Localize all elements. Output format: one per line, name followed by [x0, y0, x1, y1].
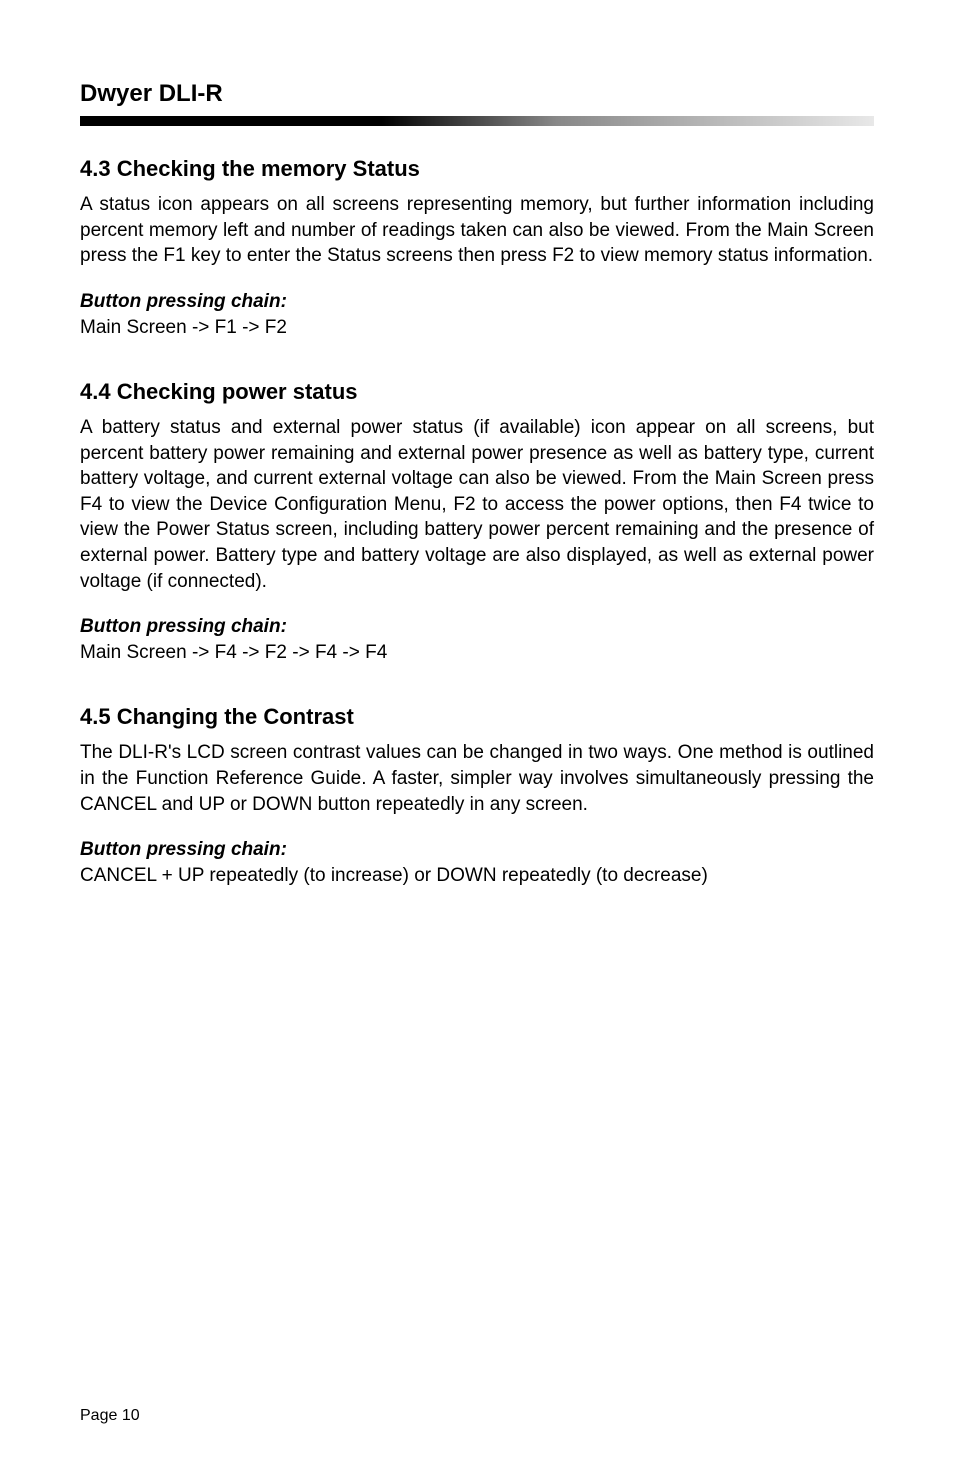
section-4-4: 4.4 Checking power status A battery stat… — [80, 379, 874, 664]
section-4-5: 4.5 Changing the Contrast The DLI-R's LC… — [80, 704, 874, 887]
chain-label: Button pressing chain: — [80, 839, 874, 861]
page-title: Dwyer DLI-R — [80, 80, 874, 108]
section-heading: 4.3 Checking the memory Status — [80, 156, 874, 182]
chain-label: Button pressing chain: — [80, 291, 874, 313]
section-body: A battery status and external power stat… — [80, 415, 874, 594]
chain-label: Button pressing chain: — [80, 616, 874, 638]
header-divider — [80, 116, 874, 126]
chain-text: Main Screen -> F4 -> F2 -> F4 -> F4 — [80, 642, 874, 664]
section-body: The DLI-R's LCD screen contrast values c… — [80, 740, 874, 817]
section-body: A status icon appears on all screens rep… — [80, 192, 874, 269]
chain-text: CANCEL + UP repeatedly (to increase) or … — [80, 865, 874, 887]
section-4-3: 4.3 Checking the memory Status A status … — [80, 156, 874, 339]
page-number: Page 10 — [80, 1407, 140, 1425]
chain-text: Main Screen -> F1 -> F2 — [80, 317, 874, 339]
section-heading: 4.4 Checking power status — [80, 379, 874, 405]
section-heading: 4.5 Changing the Contrast — [80, 704, 874, 730]
